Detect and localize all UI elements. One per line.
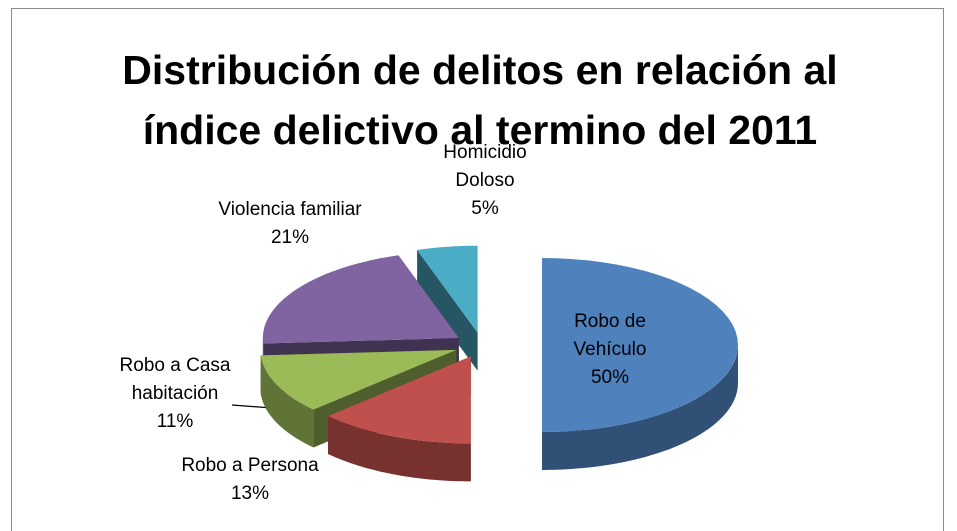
value-label: 13%: [230, 483, 270, 504]
slice: [328, 356, 471, 444]
category-label: Homicidio Doloso: [443, 142, 527, 191]
value-label: 50%: [590, 367, 630, 388]
data-label: Robo a Persona 13%: [150, 452, 350, 508]
data-label: Homicidio Doloso 5%: [420, 139, 550, 223]
slice: [542, 258, 738, 432]
category-label: Violencia familiar: [218, 199, 362, 220]
slice-side: [328, 416, 471, 482]
chart-title: Distribución de delitos en relación al í…: [122, 47, 838, 153]
slice: [417, 245, 478, 333]
slice: [542, 258, 738, 470]
value-label: 21%: [270, 227, 310, 248]
slice-side: [260, 355, 314, 448]
data-label: Violencia familiar 21%: [215, 196, 365, 252]
data-label: Robo a Casa habitación 11%: [95, 352, 255, 436]
chart-frame: [11, 8, 944, 531]
value-label: 5%: [471, 198, 499, 219]
slice: [262, 255, 459, 344]
slice: [417, 245, 478, 371]
slice-side: [542, 345, 738, 470]
value-label: 11%: [156, 411, 194, 432]
category-label: Robo a Casa habitación: [119, 355, 231, 404]
slice-wall: [417, 250, 478, 371]
slice: [260, 349, 457, 410]
category-label: Robo de Vehículo: [573, 311, 647, 360]
slice: [328, 356, 471, 482]
category-label: Robo a Persona: [181, 455, 319, 476]
data-label: Robo de Vehículo 50%: [540, 308, 680, 392]
